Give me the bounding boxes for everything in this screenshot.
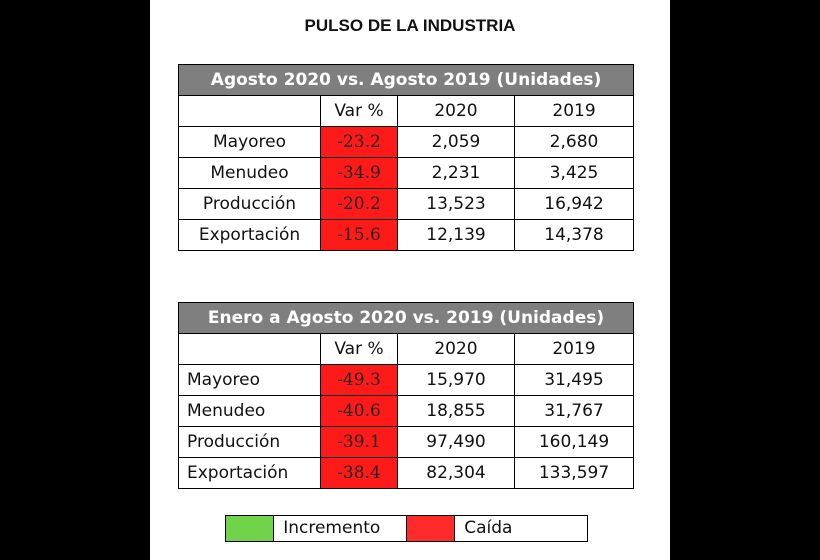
table-row: Exportación -15.6 12,139 14,378 xyxy=(178,219,635,251)
var-cell: -23.2 xyxy=(320,126,398,158)
row-label: Mayoreo xyxy=(178,364,321,396)
column-header-var: Var % xyxy=(320,333,398,365)
var-cell: -34.9 xyxy=(320,157,398,189)
table-row: Producción -20.2 13,523 16,942 xyxy=(178,188,635,220)
value-2019: 3,425 xyxy=(513,157,635,189)
value-2020: 12,139 xyxy=(397,219,515,251)
var-cell: -39.1 xyxy=(320,426,398,458)
page-title: PULSO DE LA INDUSTRIA xyxy=(304,16,516,35)
value-2020: 13,523 xyxy=(397,188,515,220)
column-header-2020: 2020 xyxy=(397,95,515,127)
var-cell: -15.6 xyxy=(320,219,398,251)
row-label: Producción xyxy=(178,426,321,458)
row-label: Menudeo xyxy=(178,157,321,189)
column-header-empty xyxy=(178,95,321,127)
value-2019: 2,680 xyxy=(513,126,635,158)
table-row: Menudeo -34.9 2,231 3,425 xyxy=(178,157,635,189)
value-2020: 15,970 xyxy=(397,364,515,396)
row-label: Menudeo xyxy=(178,395,321,427)
var-cell: -40.6 xyxy=(320,395,398,427)
year-to-date-comparison-table: Enero a Agosto 2020 vs. 2019 (Unidades) … xyxy=(178,302,634,489)
var-cell: -49.3 xyxy=(320,364,398,396)
column-header-var: Var % xyxy=(320,95,398,127)
legend: Incremento Caída xyxy=(225,515,588,542)
table-row: Menudeo -40.6 18,855 31,767 xyxy=(178,395,634,427)
value-2019: 14,378 xyxy=(513,219,635,251)
value-2020: 97,490 xyxy=(397,426,515,458)
value-2020: 18,855 xyxy=(397,395,515,427)
value-2020: 82,304 xyxy=(397,457,515,489)
table-row: Mayoreo -23.2 2,059 2,680 xyxy=(178,126,635,158)
value-2019: 16,942 xyxy=(513,188,635,220)
legend-decrease-swatch xyxy=(406,516,456,541)
var-cell: -38.4 xyxy=(320,457,398,489)
value-2020: 2,231 xyxy=(397,157,515,189)
table-header: Agosto 2020 vs. Agosto 2019 (Unidades) xyxy=(177,64,635,96)
value-2019: 31,495 xyxy=(514,364,634,396)
monthly-comparison-table: Agosto 2020 vs. Agosto 2019 (Unidades) V… xyxy=(177,64,635,251)
column-header-2019: 2019 xyxy=(514,333,634,365)
value-2019: 133,597 xyxy=(514,457,634,489)
document-page: PULSO DE LA INDUSTRIA Agosto 2020 vs. Ag… xyxy=(150,0,670,560)
row-label: Exportación xyxy=(178,457,321,489)
value-2019: 31,767 xyxy=(514,395,634,427)
row-label: Producción xyxy=(178,188,321,220)
column-header-2019: 2019 xyxy=(513,95,635,127)
row-label: Mayoreo xyxy=(178,126,321,158)
column-header-empty xyxy=(178,333,321,365)
var-cell: -20.2 xyxy=(320,188,398,220)
table-header: Enero a Agosto 2020 vs. 2019 (Unidades) xyxy=(178,302,634,334)
table-row: Mayoreo -49.3 15,970 31,495 xyxy=(178,364,634,396)
column-header-2020: 2020 xyxy=(397,333,515,365)
table-row: Exportación -38.4 82,304 133,597 xyxy=(178,457,634,489)
value-2019: 160,149 xyxy=(514,426,634,458)
legend-increment-swatch xyxy=(226,516,275,541)
row-label: Exportación xyxy=(178,219,321,251)
legend-decrease-label: Caída xyxy=(464,518,513,538)
table-row: Producción -39.1 97,490 160,149 xyxy=(178,426,634,458)
value-2020: 2,059 xyxy=(397,126,515,158)
legend-increment-label: Incremento xyxy=(283,518,381,538)
